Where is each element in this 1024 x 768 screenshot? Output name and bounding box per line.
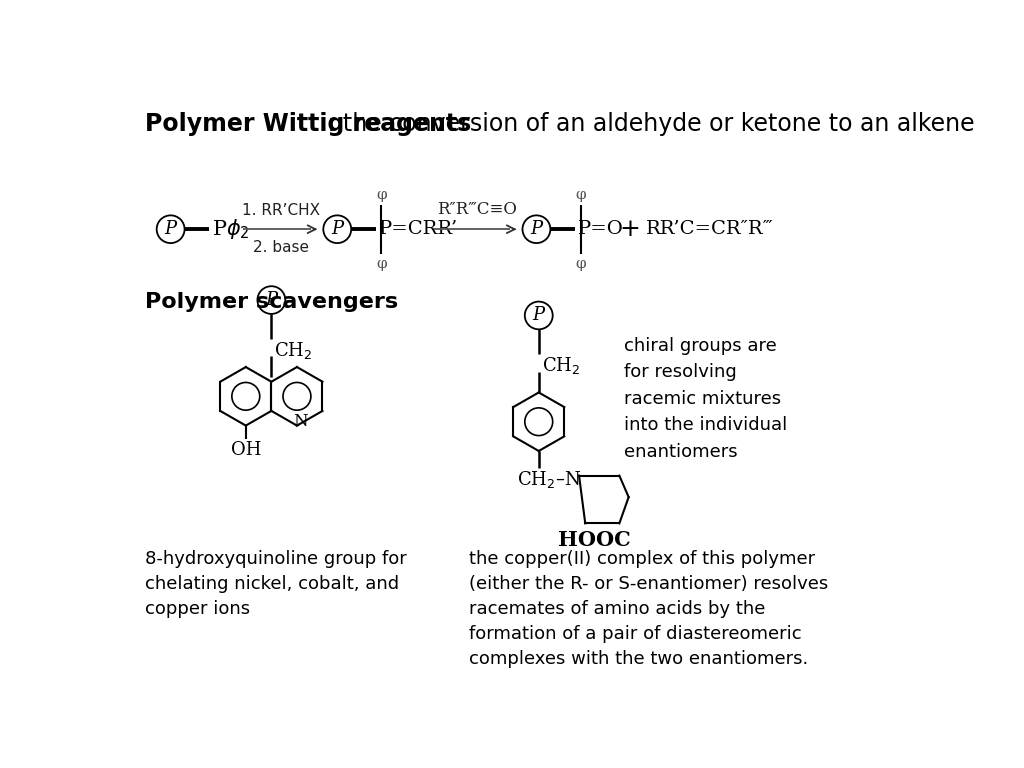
Text: φ: φ bbox=[376, 257, 387, 271]
Text: φ: φ bbox=[575, 187, 586, 201]
Text: P: P bbox=[530, 220, 543, 238]
Text: chiral groups are
for resolving
racemic mixtures
into the individual
enantiomers: chiral groups are for resolving racemic … bbox=[624, 337, 787, 461]
Text: P: P bbox=[265, 291, 278, 309]
Text: RR’C=CR″R‴: RR’C=CR″R‴ bbox=[646, 220, 773, 238]
Text: 8-hydroxyquinoline group for
chelating nickel, cobalt, and
copper ions: 8-hydroxyquinoline group for chelating n… bbox=[145, 551, 407, 618]
Text: R″R‴C≡O: R″R‴C≡O bbox=[437, 201, 517, 218]
Text: HOOC: HOOC bbox=[558, 529, 631, 550]
Text: P$\phi_2$: P$\phi_2$ bbox=[212, 217, 250, 241]
Text: +: + bbox=[620, 217, 641, 240]
Text: φ: φ bbox=[575, 257, 586, 271]
Text: 1. RR’CHX: 1. RR’CHX bbox=[243, 204, 321, 218]
Text: CH$_2$–N: CH$_2$–N bbox=[517, 469, 582, 491]
Text: P=CRR’: P=CRR’ bbox=[379, 220, 459, 238]
Text: N: N bbox=[293, 413, 307, 430]
Text: P: P bbox=[331, 220, 343, 238]
Text: OH: OH bbox=[230, 441, 261, 459]
Text: Polymer Wittig reagents: Polymer Wittig reagents bbox=[145, 112, 471, 136]
Text: the copper(II) complex of this polymer
(either the R- or S-enantiomer) resolves
: the copper(II) complex of this polymer (… bbox=[469, 551, 828, 668]
Text: φ: φ bbox=[376, 187, 387, 201]
Text: CH$_2$: CH$_2$ bbox=[542, 356, 581, 376]
Text: P: P bbox=[532, 306, 545, 324]
Text: CH$_2$: CH$_2$ bbox=[274, 340, 313, 361]
Text: 2. base: 2. base bbox=[254, 240, 309, 255]
Text: Polymer scavengers: Polymer scavengers bbox=[145, 293, 398, 313]
Text: : the conversion of an aldehyde or ketone to an alkene: : the conversion of an aldehyde or keton… bbox=[321, 112, 975, 136]
Text: P: P bbox=[165, 220, 177, 238]
Text: P=O: P=O bbox=[579, 220, 625, 238]
